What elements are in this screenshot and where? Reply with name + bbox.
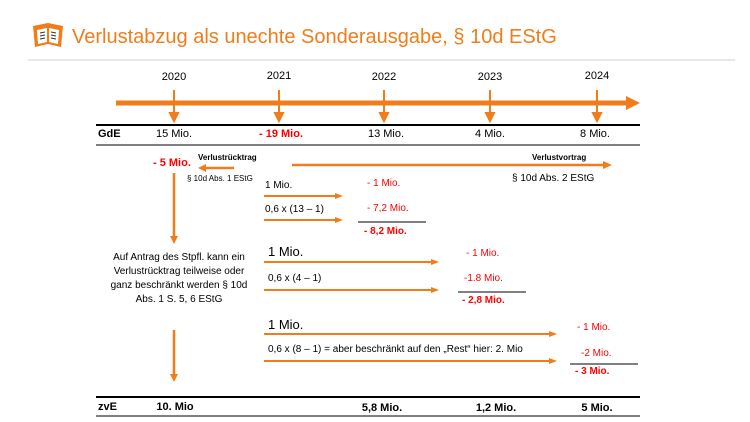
zve-value-2022: 5,8 Mio. bbox=[361, 402, 403, 414]
zve-value-2023: 1,2 Mio. bbox=[475, 402, 517, 414]
gde-value-2024: 8 Mio. bbox=[580, 128, 610, 140]
zve-value-2020: 10. Mio bbox=[156, 401, 194, 413]
calc-2024-line1: 1 Mio. bbox=[268, 317, 304, 332]
calc-2023-result2: -1.8 Mio. bbox=[464, 273, 503, 284]
zve-value-2024: 5 Mio. bbox=[581, 402, 613, 414]
book-logo-icon bbox=[33, 23, 63, 47]
year-2020: 2020 bbox=[161, 71, 187, 83]
gde-value-2021: - 19 Mio. bbox=[258, 128, 304, 140]
carryback-amount: - 5 Mio. bbox=[153, 157, 191, 169]
gde-value-2023: 4 Mio. bbox=[475, 128, 505, 140]
carryforward-label: Verlustvortrag bbox=[532, 153, 587, 162]
year-ticks bbox=[168, 90, 603, 124]
gde-value-2022: 13 Mio. bbox=[367, 128, 405, 140]
gde-label: GdE bbox=[98, 128, 121, 140]
calc-2023-line1: 1 Mio. bbox=[268, 244, 304, 259]
gde-value-2020: 15 Mio. bbox=[155, 128, 193, 140]
calc-2023-result1: - 1 Mio. bbox=[466, 248, 500, 259]
carryback-note: Auf Antrag des Stpfl. kann ein Verlustrü… bbox=[110, 252, 248, 305]
year-2023: 2023 bbox=[477, 71, 503, 83]
calc-2024-result2: -2 Mio. bbox=[581, 348, 612, 359]
carryforward-law: § 10d Abs. 2 EStG bbox=[512, 173, 595, 184]
calc-2024-total: - 3 Mio. bbox=[575, 366, 610, 377]
timeline-arrowhead bbox=[626, 96, 640, 110]
carryback-label: Verlustrücktrag bbox=[198, 153, 257, 162]
calc-2022-result1: - 1 Mio. bbox=[367, 178, 401, 189]
calc-2024-line2: 0,6 x (8 – 1) = aber beschränkt auf den … bbox=[268, 344, 523, 355]
calc-2023-total: - 2,8 Mio. bbox=[462, 295, 505, 306]
page-title: Verlustabzug als unechte Sonderausgabe, … bbox=[72, 26, 557, 48]
calc-2022-total: - 8,2 Mio. bbox=[364, 226, 407, 237]
calc-2024-result1: - 1 Mio. bbox=[577, 322, 611, 333]
year-2021: 2021 bbox=[266, 70, 292, 82]
carryback-law: § 10d Abs. 1 EStG bbox=[187, 174, 253, 183]
calc-2022-line2: 0,6 x (13 – 1) bbox=[265, 204, 324, 215]
zve-label: zvE bbox=[98, 401, 117, 413]
year-2024: 2024 bbox=[584, 70, 610, 82]
calc-2022-result2: - 7,2 Mio. bbox=[367, 203, 409, 214]
calc-2022-line1: 1 Mio. bbox=[265, 180, 293, 191]
calc-2023-line2: 0,6 x (4 – 1) bbox=[268, 273, 322, 284]
year-2022: 2022 bbox=[371, 71, 397, 83]
